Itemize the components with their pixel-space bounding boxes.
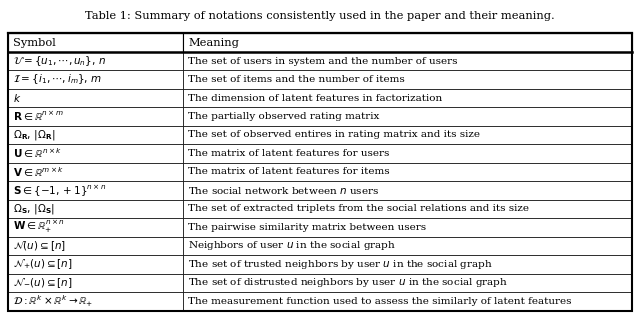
Bar	[8, 107, 182, 126]
Text: Meaning: Meaning	[188, 37, 239, 48]
Bar	[182, 200, 632, 218]
Bar	[8, 181, 182, 200]
Bar	[182, 33, 632, 52]
Text: The matrix of latent features for users: The matrix of latent features for users	[188, 149, 390, 158]
Bar	[182, 52, 632, 70]
Text: $\mathbf{S}\in\{-1,+1\}^{n\times n}$: $\mathbf{S}\in\{-1,+1\}^{n\times n}$	[13, 183, 107, 198]
Text: $\mathcal{D}:\mathbb{R}^{k}\times\mathbb{R}^{k}\rightarrow\mathbb{R}_{+}$: $\mathcal{D}:\mathbb{R}^{k}\times\mathbb…	[13, 294, 93, 309]
Text: $k$: $k$	[13, 92, 22, 104]
Text: $\mathcal{N}_{-}(u)\subseteq[n]$: $\mathcal{N}_{-}(u)\subseteq[n]$	[13, 276, 73, 290]
Bar	[182, 144, 632, 163]
Text: The partially observed rating matrix: The partially observed rating matrix	[188, 112, 380, 121]
Bar	[182, 292, 632, 311]
Text: Symbol: Symbol	[13, 37, 56, 48]
Bar	[8, 200, 182, 218]
Bar	[182, 89, 632, 107]
Bar	[8, 218, 182, 237]
Bar	[8, 274, 182, 292]
Bar	[8, 292, 182, 311]
Bar	[8, 163, 182, 181]
Bar	[182, 126, 632, 144]
Bar	[8, 237, 182, 255]
Text: $\Omega_{\mathbf{R}},\,|\Omega_{\mathbf{R}}|$: $\Omega_{\mathbf{R}},\,|\Omega_{\mathbf{…	[13, 128, 56, 142]
Text: The pairwise similarity matrix between users: The pairwise similarity matrix between u…	[188, 223, 426, 232]
Text: The set of observed entires in rating matrix and its size: The set of observed entires in rating ma…	[188, 131, 481, 139]
Text: Neighbors of user $u$ in the social graph: Neighbors of user $u$ in the social grap…	[188, 239, 396, 252]
Text: $\mathbf{U}\in\mathbb{R}^{n\times k}$: $\mathbf{U}\in\mathbb{R}^{n\times k}$	[13, 146, 63, 160]
Bar	[8, 144, 182, 163]
Text: The set of distrusted neighbors by user $u$ in the social graph: The set of distrusted neighbors by user …	[188, 276, 508, 289]
Text: $\mathbf{V}\in\mathbb{R}^{m\times k}$: $\mathbf{V}\in\mathbb{R}^{m\times k}$	[13, 165, 65, 179]
Text: $\mathcal{N}_{+}(u)\subseteq[n]$: $\mathcal{N}_{+}(u)\subseteq[n]$	[13, 257, 73, 271]
Text: $\mathbf{R}\in\mathbb{R}^{n\times m}$: $\mathbf{R}\in\mathbb{R}^{n\times m}$	[13, 110, 65, 123]
Bar	[182, 237, 632, 255]
Text: $\mathcal{U}=\{u_1,\cdots,u_n\},\, n$: $\mathcal{U}=\{u_1,\cdots,u_n\},\, n$	[13, 54, 107, 68]
Text: The set of extracted triplets from the social relations and its size: The set of extracted triplets from the s…	[188, 204, 529, 213]
Bar	[182, 218, 632, 237]
Text: $\Omega_{\mathbf{S}},\,|\Omega_{\mathbf{S}}|$: $\Omega_{\mathbf{S}},\,|\Omega_{\mathbf{…	[13, 202, 55, 216]
Text: The dimension of latent features in factorization: The dimension of latent features in fact…	[188, 94, 443, 102]
Text: $\mathcal{I}=\{i_1,\cdots,i_m\},\, m$: $\mathcal{I}=\{i_1,\cdots,i_m\},\, m$	[13, 73, 103, 87]
Text: The set of items and the number of items: The set of items and the number of items	[188, 75, 405, 84]
Bar	[8, 255, 182, 274]
Bar	[8, 70, 182, 89]
Bar	[182, 107, 632, 126]
Bar	[182, 255, 632, 274]
Text: The social network between $n$ users: The social network between $n$ users	[188, 185, 380, 196]
Bar	[8, 52, 182, 70]
Bar	[8, 126, 182, 144]
Text: $\mathcal{N}(u)\subseteq[n]$: $\mathcal{N}(u)\subseteq[n]$	[13, 239, 67, 253]
Bar	[182, 70, 632, 89]
Bar	[8, 33, 182, 52]
Bar	[8, 89, 182, 107]
Text: The set of users in system and the number of users: The set of users in system and the numbe…	[188, 56, 458, 66]
Text: The measurement function used to assess the similarly of latent features: The measurement function used to assess …	[188, 297, 572, 306]
Bar	[182, 163, 632, 181]
Bar	[8, 33, 632, 311]
Text: The matrix of latent features for items: The matrix of latent features for items	[188, 167, 390, 177]
Bar	[182, 181, 632, 200]
Text: $\mathbf{W}\in\mathbb{R}_{+}^{n\times n}$: $\mathbf{W}\in\mathbb{R}_{+}^{n\times n}…	[13, 219, 65, 236]
Text: Table 1: Summary of notations consistently used in the paper and their meaning.: Table 1: Summary of notations consistent…	[85, 11, 555, 21]
Text: The set of trusted neighbors by user $u$ in the social graph: The set of trusted neighbors by user $u$…	[188, 258, 493, 271]
Bar	[182, 274, 632, 292]
